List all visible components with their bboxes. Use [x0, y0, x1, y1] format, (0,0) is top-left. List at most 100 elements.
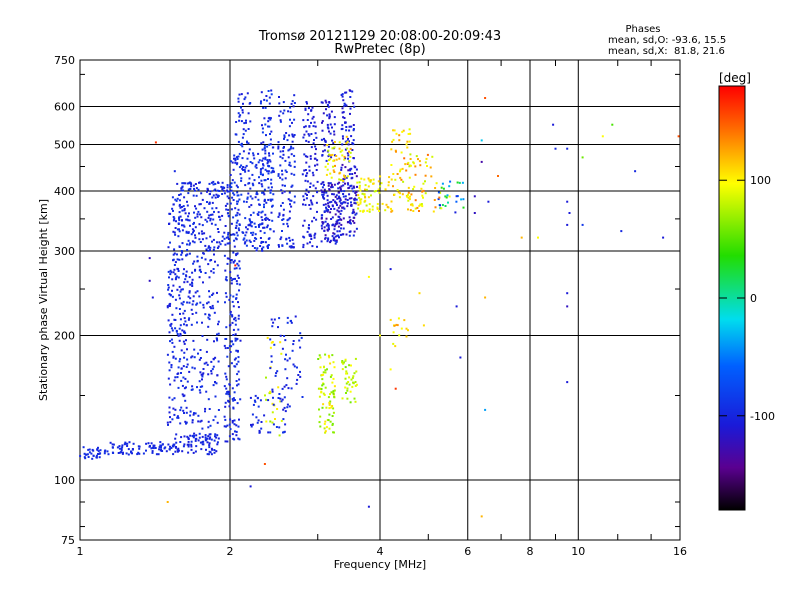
data-point [237, 317, 240, 320]
data-point [414, 165, 417, 168]
data-point [235, 253, 238, 256]
data-point [244, 184, 247, 187]
data-point [251, 221, 254, 224]
data-point [200, 192, 203, 195]
data-point [267, 399, 270, 402]
data-point [300, 336, 303, 339]
data-point [328, 228, 330, 231]
data-point [232, 406, 235, 409]
data-point [364, 184, 367, 187]
data-point [242, 133, 245, 136]
data-point [390, 207, 392, 210]
data-point [236, 162, 239, 165]
data-point [204, 407, 207, 410]
data-point [82, 446, 85, 449]
data-point [239, 173, 242, 176]
data-point [225, 236, 228, 239]
data-point [342, 178, 345, 181]
data-point [238, 166, 241, 169]
data-point [177, 334, 180, 337]
data-point [111, 451, 114, 454]
data-point [117, 452, 120, 454]
data-point [236, 191, 239, 194]
data-point [150, 442, 153, 445]
data-point [343, 190, 346, 193]
data-point [293, 94, 296, 97]
data-point [293, 102, 296, 104]
data-point [288, 164, 291, 166]
data-point [98, 456, 101, 459]
data-point [231, 315, 234, 318]
data-point [154, 141, 157, 144]
data-point [292, 105, 295, 108]
data-point [314, 125, 317, 128]
data-point [332, 407, 335, 410]
data-point [232, 261, 235, 263]
data-point [182, 376, 185, 379]
data-point [340, 128, 343, 131]
data-point [202, 281, 204, 284]
data-point [194, 183, 197, 185]
data-point [309, 186, 312, 188]
data-point [90, 452, 93, 455]
data-point [199, 349, 202, 351]
data-point [183, 317, 186, 320]
data-point [170, 364, 173, 366]
data-point [168, 293, 171, 296]
data-point [426, 165, 428, 167]
data-point [243, 98, 246, 101]
data-point [290, 205, 293, 208]
data-point [231, 398, 234, 401]
data-point [208, 442, 211, 445]
data-point [340, 202, 343, 205]
data-point [212, 365, 215, 368]
data-point [321, 374, 324, 376]
data-point [196, 213, 199, 216]
data-point [170, 447, 173, 449]
data-point [392, 173, 395, 175]
data-point [348, 234, 351, 237]
data-point [174, 376, 177, 379]
data-point [331, 216, 334, 219]
data-point [294, 315, 297, 318]
data-point [230, 345, 233, 348]
data-point [288, 236, 291, 239]
data-point [353, 198, 356, 201]
data-point [188, 290, 191, 293]
data-point [225, 375, 228, 378]
data-point [285, 384, 288, 387]
data-point [325, 101, 328, 104]
data-point [421, 194, 424, 197]
data-point [180, 436, 183, 439]
data-point [173, 248, 176, 251]
data-point [330, 374, 333, 377]
data-point [187, 192, 190, 195]
data-point [205, 248, 208, 251]
data-point [324, 165, 327, 168]
data-point [195, 311, 198, 314]
data-point [305, 130, 308, 133]
data-point [182, 224, 185, 227]
data-point [292, 242, 295, 245]
data-point [181, 258, 184, 261]
data-point [204, 218, 207, 221]
data-point [228, 383, 231, 386]
data-point [184, 212, 187, 215]
data-point [255, 237, 258, 240]
data-point [224, 440, 227, 443]
data-point [176, 333, 179, 335]
data-point [340, 94, 343, 96]
data-point [193, 187, 195, 190]
data-point [279, 238, 282, 241]
data-point [209, 213, 212, 216]
data-point [411, 204, 414, 207]
data-point [321, 384, 324, 387]
data-point [282, 112, 285, 115]
data-point [216, 443, 219, 446]
data-point [242, 128, 245, 131]
data-point [332, 159, 335, 162]
data-point [186, 253, 189, 256]
data-point [194, 205, 196, 208]
data-point [358, 196, 361, 199]
data-point [198, 238, 201, 241]
